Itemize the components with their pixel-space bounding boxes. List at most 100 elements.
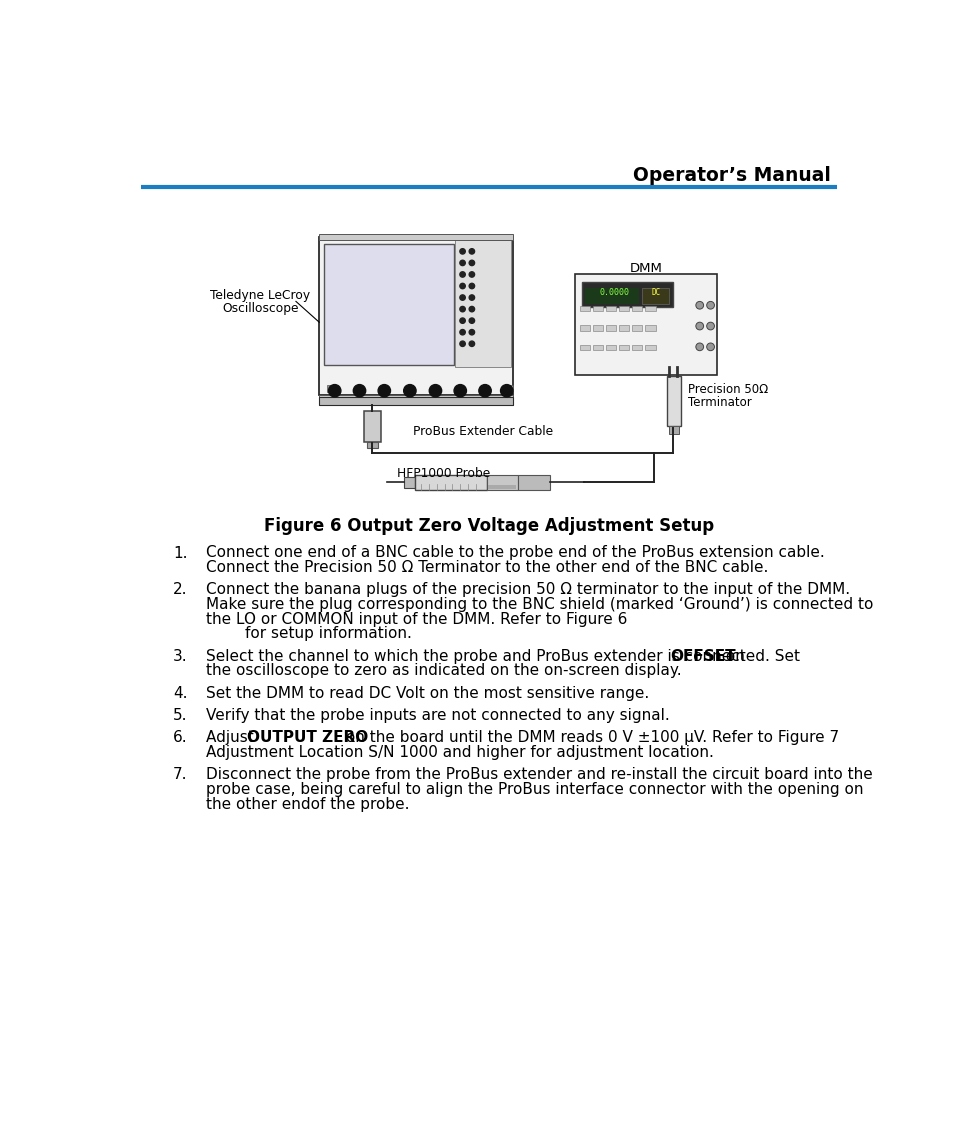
FancyBboxPatch shape — [404, 477, 415, 488]
Bar — [645, 345, 655, 350]
Circle shape — [459, 318, 465, 323]
Text: HFP1000 Probe: HFP1000 Probe — [396, 467, 489, 480]
Circle shape — [469, 248, 474, 254]
Circle shape — [469, 318, 474, 323]
Circle shape — [695, 322, 703, 330]
Bar — [579, 345, 589, 350]
Bar — [319, 395, 513, 404]
Text: on the board until the DMM reads 0 V ±100 μV. Refer to Figure 7: on the board until the DMM reads 0 V ±10… — [340, 731, 838, 745]
Text: Verify that the probe inputs are not connected to any signal.: Verify that the probe inputs are not con… — [206, 708, 669, 722]
Text: Select the channel to which the probe and ProBus extender is connected. Set: Select the channel to which the probe an… — [206, 649, 804, 664]
Circle shape — [459, 307, 465, 311]
Text: the other endof the probe.: the other endof the probe. — [206, 797, 409, 812]
Bar — [327, 386, 333, 392]
Circle shape — [459, 341, 465, 347]
Bar — [319, 397, 513, 404]
Bar — [645, 325, 655, 331]
Circle shape — [469, 295, 474, 300]
Circle shape — [500, 385, 513, 397]
Bar — [592, 325, 602, 331]
Bar — [592, 306, 602, 311]
Bar — [618, 325, 629, 331]
Circle shape — [459, 295, 465, 300]
Text: 2.: 2. — [172, 583, 187, 598]
Text: 5.: 5. — [172, 708, 187, 722]
Bar — [506, 386, 513, 392]
Circle shape — [469, 260, 474, 266]
Text: for setup information.: for setup information. — [206, 626, 412, 641]
Text: Operator’s Manual: Operator’s Manual — [632, 166, 830, 185]
Bar — [575, 275, 716, 374]
Text: 7.: 7. — [172, 767, 187, 782]
Circle shape — [695, 301, 703, 309]
Text: on: on — [720, 649, 744, 664]
Circle shape — [695, 344, 703, 350]
Bar — [367, 442, 377, 448]
Circle shape — [459, 330, 465, 334]
Bar — [319, 234, 513, 239]
Text: Connect the Precision 50 Ω Terminator to the other end of the BNC cable.: Connect the Precision 50 Ω Terminator to… — [206, 560, 767, 575]
Circle shape — [469, 283, 474, 289]
Circle shape — [469, 271, 474, 277]
Bar — [605, 345, 616, 350]
Circle shape — [706, 344, 714, 350]
Circle shape — [454, 385, 466, 397]
Bar — [666, 376, 680, 426]
Text: Oscilloscope: Oscilloscope — [222, 302, 298, 315]
Bar — [669, 426, 679, 434]
Text: the oscilloscope to zero as indicated on the on-screen display.: the oscilloscope to zero as indicated on… — [206, 663, 681, 678]
Bar — [364, 411, 381, 442]
Bar — [486, 475, 517, 490]
Text: Adjustment Location S/N 1000 and higher for adjustment location.: Adjustment Location S/N 1000 and higher … — [206, 745, 713, 760]
Text: Terminator: Terminator — [687, 396, 751, 409]
Text: Precision 50Ω: Precision 50Ω — [687, 382, 767, 396]
Text: Make sure the plug corresponding to the BNC shield (marked ‘Ground’) is connecte: Make sure the plug corresponding to the … — [206, 597, 873, 613]
Bar — [584, 289, 639, 303]
Bar — [415, 475, 486, 490]
Bar — [618, 306, 629, 311]
Text: Set the DMM to read DC Volt on the most sensitive range.: Set the DMM to read DC Volt on the most … — [206, 686, 649, 701]
Bar — [579, 325, 589, 331]
Circle shape — [469, 341, 474, 347]
Bar — [618, 345, 629, 350]
Circle shape — [353, 385, 365, 397]
Circle shape — [469, 330, 474, 334]
Text: Figure 6 Output Zero Voltage Adjustment Setup: Figure 6 Output Zero Voltage Adjustment … — [264, 518, 713, 535]
Bar — [605, 306, 616, 311]
Bar — [319, 237, 513, 395]
Bar — [645, 306, 655, 311]
Circle shape — [478, 385, 491, 397]
Circle shape — [459, 283, 465, 289]
Bar — [455, 239, 510, 366]
Text: Teledyne LeCroy: Teledyne LeCroy — [210, 289, 310, 302]
Text: Connect the banana plugs of the precision 50 Ω terminator to the input of the DM: Connect the banana plugs of the precisio… — [206, 583, 849, 598]
Text: DC: DC — [651, 289, 660, 298]
Text: OUTPUT ZERO: OUTPUT ZERO — [247, 731, 368, 745]
Circle shape — [403, 385, 416, 397]
Circle shape — [459, 248, 465, 254]
Bar — [579, 306, 589, 311]
Text: OFFSET: OFFSET — [669, 649, 735, 664]
Bar — [605, 325, 616, 331]
Bar — [323, 244, 454, 365]
Text: 1.: 1. — [172, 545, 187, 561]
Bar — [592, 345, 602, 350]
Bar — [517, 475, 550, 490]
Text: ProBus Extender Cable: ProBus Extender Cable — [413, 425, 553, 439]
Text: DMM: DMM — [629, 262, 661, 275]
Text: Disconnect the probe from the ProBus extender and re-install the circuit board i: Disconnect the probe from the ProBus ext… — [206, 767, 872, 782]
Text: Connect one end of a BNC cable to the probe end of the ProBus extension cable.: Connect one end of a BNC cable to the pr… — [206, 545, 824, 561]
Bar — [632, 306, 641, 311]
Text: Adjust: Adjust — [206, 731, 258, 745]
Text: 0.0000: 0.0000 — [598, 289, 629, 298]
Bar — [632, 325, 641, 331]
Bar — [632, 345, 641, 350]
Circle shape — [429, 385, 441, 397]
Circle shape — [706, 322, 714, 330]
Circle shape — [469, 307, 474, 311]
Circle shape — [706, 301, 714, 309]
Bar — [581, 282, 673, 307]
Circle shape — [377, 385, 390, 397]
Bar — [488, 485, 516, 489]
Circle shape — [459, 260, 465, 266]
